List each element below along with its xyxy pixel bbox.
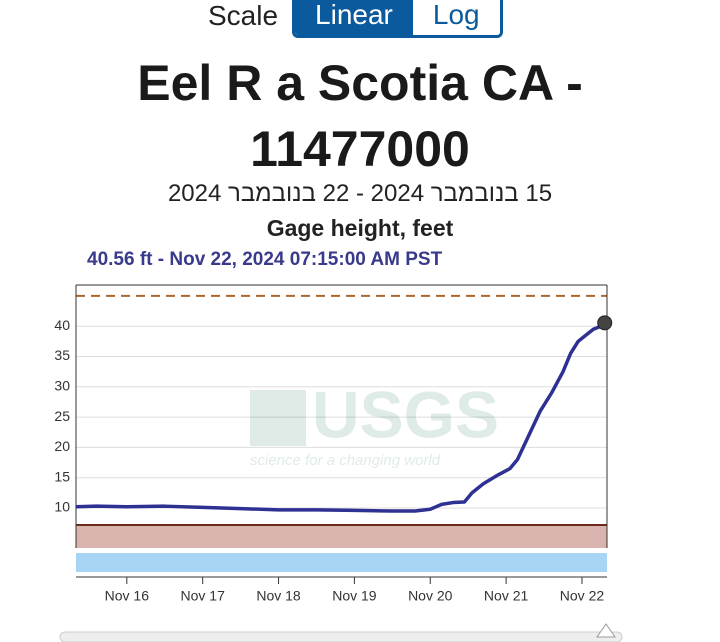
- current-point: [597, 315, 613, 331]
- x-tick-label: Nov 18: [256, 588, 301, 604]
- y-tick-label: 25: [54, 408, 70, 424]
- watermark-icon: [250, 390, 306, 446]
- watermark-logo: USGS: [312, 377, 499, 451]
- y-tick-label: 35: [54, 347, 70, 363]
- watermark: USGS science for a changing world: [250, 377, 499, 469]
- slider-track[interactable]: [59, 631, 623, 642]
- y-tick-label: 40: [54, 317, 70, 333]
- x-tick-label: Nov 19: [332, 588, 377, 604]
- x-tick-label: Nov 21: [484, 588, 529, 604]
- y-tick-label: 30: [54, 378, 70, 394]
- bottom-band: [76, 553, 607, 572]
- y-tick-label: 15: [54, 468, 70, 484]
- toggle-label: Scale: [208, 0, 279, 31]
- scale-toggle: Scale Linear Log: [208, 0, 503, 38]
- slider-handle[interactable]: [596, 623, 616, 638]
- annotation: 40.56 ft - Nov 22, 2024 07:15:00 AM PST: [87, 249, 443, 270]
- x-tick-label: Nov 16: [105, 588, 150, 604]
- reference-band: [76, 524, 607, 548]
- watermark-tagline: science for a changing world: [250, 452, 441, 469]
- chart-subtitle: 15 בנובמבר 2024 - 22 בנובמבר 2024: [167, 180, 553, 207]
- y-tick-label: 10: [54, 499, 70, 515]
- chart-title: Eel R a Scotia CA - 11477000: [137, 55, 583, 177]
- x-tick-label: Nov 20: [408, 588, 453, 604]
- toggle-options: Linear Log: [292, 0, 503, 38]
- x-tick-label: Nov 22: [560, 588, 605, 604]
- toggle-option[interactable]: Log: [412, 0, 500, 35]
- series-line: [75, 321, 606, 513]
- x-tick-label: Nov 17: [181, 588, 226, 604]
- toggle-option[interactable]: Linear: [295, 0, 413, 35]
- y-axis-label: Gage height, feet: [266, 215, 454, 241]
- y-tick-label: 20: [54, 438, 70, 454]
